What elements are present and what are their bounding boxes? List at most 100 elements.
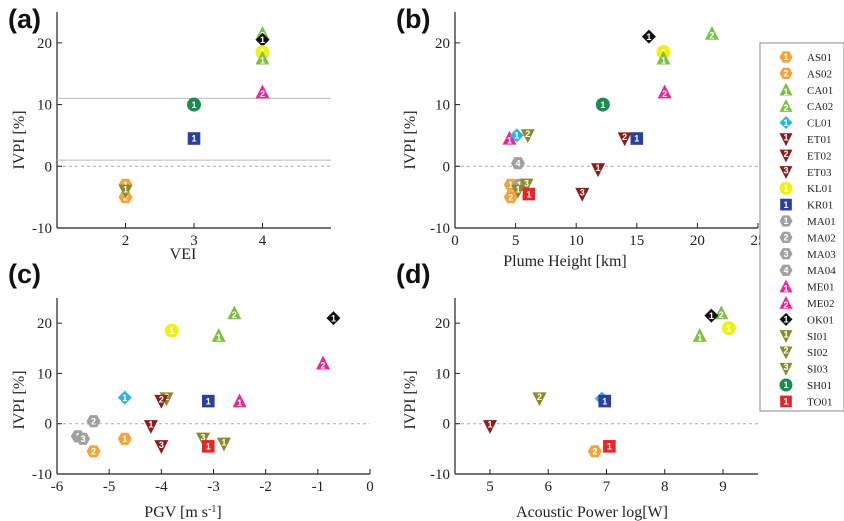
point-et03-label: 3 xyxy=(580,188,585,198)
x-tick-label: 0 xyxy=(451,233,459,249)
legend-marker-si02-label: 2 xyxy=(783,346,788,356)
legend-marker-ma04-label: 4 xyxy=(783,265,788,275)
legend-label-si01: SI01 xyxy=(807,331,828,343)
legend-marker-cl01: 1 xyxy=(779,116,793,130)
x-tick-label: 0 xyxy=(366,479,374,495)
panel-c: -6-5-4-3-2-10-10010202111212211211313113… xyxy=(32,298,374,495)
legend-marker-me01-label: 1 xyxy=(783,284,788,294)
point-kr01: 1 xyxy=(187,132,201,145)
legend-marker-et02: 2 xyxy=(779,149,793,163)
point-si01: 1 xyxy=(511,184,526,199)
y-tick-label: 20 xyxy=(37,36,52,52)
point-ok01: 1 xyxy=(704,308,719,323)
point-ca01-label: 1 xyxy=(697,333,702,343)
point-ca01: 1 xyxy=(255,50,270,65)
legend-label-ok01: OK01 xyxy=(807,314,834,326)
point-si02: 2 xyxy=(520,129,535,144)
legend-marker-sh01-label: 1 xyxy=(783,380,788,390)
point-si01: 1 xyxy=(216,437,231,452)
point-cl01-label: 1 xyxy=(122,393,127,403)
legend-label-cl01: CL01 xyxy=(807,118,832,130)
x-tick-label: 10 xyxy=(569,233,584,249)
panel-b-letter: (b) xyxy=(396,4,430,34)
y-tick-label: 10 xyxy=(37,366,52,382)
x-tick-label: 20 xyxy=(690,233,705,249)
point-si01: 1 xyxy=(118,184,133,199)
y-tick-label: 0 xyxy=(45,159,53,175)
point-me02-label: 2 xyxy=(260,89,265,99)
x-tick-label: -5 xyxy=(103,479,116,495)
x-tick-label: 5 xyxy=(486,479,494,495)
legend-box xyxy=(759,42,844,412)
y-tick-label: -10 xyxy=(430,467,450,483)
point-as02-label: 2 xyxy=(592,447,597,457)
legend-label-me01: ME01 xyxy=(807,282,835,294)
point-kr01-label: 1 xyxy=(206,396,211,406)
point-me02: 2 xyxy=(255,84,270,99)
point-me01: 1 xyxy=(232,393,247,408)
legend-marker-ca02-label: 2 xyxy=(783,103,788,113)
x-tick-label: -1 xyxy=(312,479,325,495)
point-kr01: 1 xyxy=(630,132,644,145)
point-kl01: 1 xyxy=(164,323,179,338)
legend-marker-ma04: 4 xyxy=(779,264,793,276)
y-tick-label: 20 xyxy=(435,36,450,52)
point-et01-label: 1 xyxy=(487,420,492,430)
point-ca02-label: 2 xyxy=(232,310,237,320)
legend-marker-as01: 1 xyxy=(779,51,793,63)
legend-marker-ca01-label: 1 xyxy=(783,87,788,97)
point-ca02: 2 xyxy=(227,305,242,320)
point-to01-label: 1 xyxy=(607,442,612,452)
point-et03: 3 xyxy=(154,440,169,455)
legend-marker-kl01: 1 xyxy=(779,181,793,195)
point-as02: 2 xyxy=(86,445,101,458)
legend-marker-ok01-label: 1 xyxy=(783,315,788,325)
legend-marker-as02-label: 2 xyxy=(783,69,788,79)
point-kl01: 1 xyxy=(721,321,736,336)
point-sh01: 1 xyxy=(595,97,610,112)
y-tick-label: -10 xyxy=(32,221,52,237)
point-ma04: 4 xyxy=(511,157,526,170)
legend-marker-et03-label: 3 xyxy=(783,165,788,175)
y-tick-label: 10 xyxy=(435,98,450,114)
point-ma04-label: 4 xyxy=(516,158,521,168)
legend-marker-ma01-label: 1 xyxy=(783,216,788,226)
legend-marker-as02: 2 xyxy=(779,67,793,80)
x-tick-label: 8 xyxy=(661,479,669,495)
panel-d-xlabel: Acoustic Power log[W] xyxy=(516,504,668,521)
point-ca01: 1 xyxy=(211,328,226,343)
legend-marker-kl01-label: 1 xyxy=(783,183,788,193)
point-ca02: 2 xyxy=(714,305,729,320)
point-me01-label: 1 xyxy=(507,136,512,146)
point-et01: 1 xyxy=(591,163,606,178)
legend-label-si02: SI02 xyxy=(807,347,828,359)
point-si03: 3 xyxy=(519,178,534,193)
point-me02: 2 xyxy=(657,84,672,99)
point-si02: 2 xyxy=(532,392,547,407)
y-tick-label: -10 xyxy=(430,221,450,237)
legend-label-me02: ME02 xyxy=(807,298,835,310)
legend-marker-ca01: 1 xyxy=(779,82,793,97)
legend-marker-ma02: 2 xyxy=(779,231,793,244)
panel-a-ylabel: IVPI [%] xyxy=(11,110,28,169)
legend-marker-to01-label: 1 xyxy=(783,397,788,407)
point-sh01: 1 xyxy=(187,97,201,112)
point-to01-label: 1 xyxy=(206,442,211,452)
legend-marker-si03-label: 3 xyxy=(783,362,788,372)
point-to01-label: 1 xyxy=(526,189,531,199)
legend-label-ca01: CA01 xyxy=(807,85,833,97)
point-kr01-label: 1 xyxy=(634,134,639,144)
legend-marker-me02-label: 2 xyxy=(783,300,788,310)
legend-label-et01: ET01 xyxy=(807,134,831,146)
point-kr01: 1 xyxy=(598,394,612,408)
point-ca01-label: 1 xyxy=(216,333,221,343)
point-si02-label: 2 xyxy=(537,392,542,402)
y-tick-label: 0 xyxy=(443,159,451,175)
point-ok01-label: 1 xyxy=(260,35,265,45)
point-me02-label: 2 xyxy=(662,89,667,99)
y-tick-label: 0 xyxy=(443,417,451,433)
x-tick-label: 2 xyxy=(122,233,130,249)
point-si03: 3 xyxy=(196,432,211,447)
